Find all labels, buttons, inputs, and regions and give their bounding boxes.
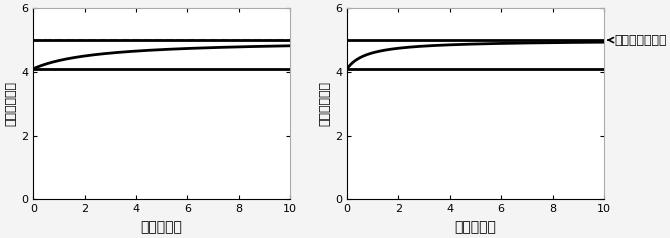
Y-axis label: 誤差の固有値: 誤差の固有値 bbox=[4, 81, 17, 126]
Y-axis label: 誤差の固有値: 誤差の固有値 bbox=[318, 81, 331, 126]
Text: 最尤推定の誤差: 最尤推定の誤差 bbox=[608, 34, 667, 47]
X-axis label: 第一特異値: 第一特異値 bbox=[141, 220, 183, 234]
X-axis label: 第二特異値: 第二特異値 bbox=[454, 220, 496, 234]
